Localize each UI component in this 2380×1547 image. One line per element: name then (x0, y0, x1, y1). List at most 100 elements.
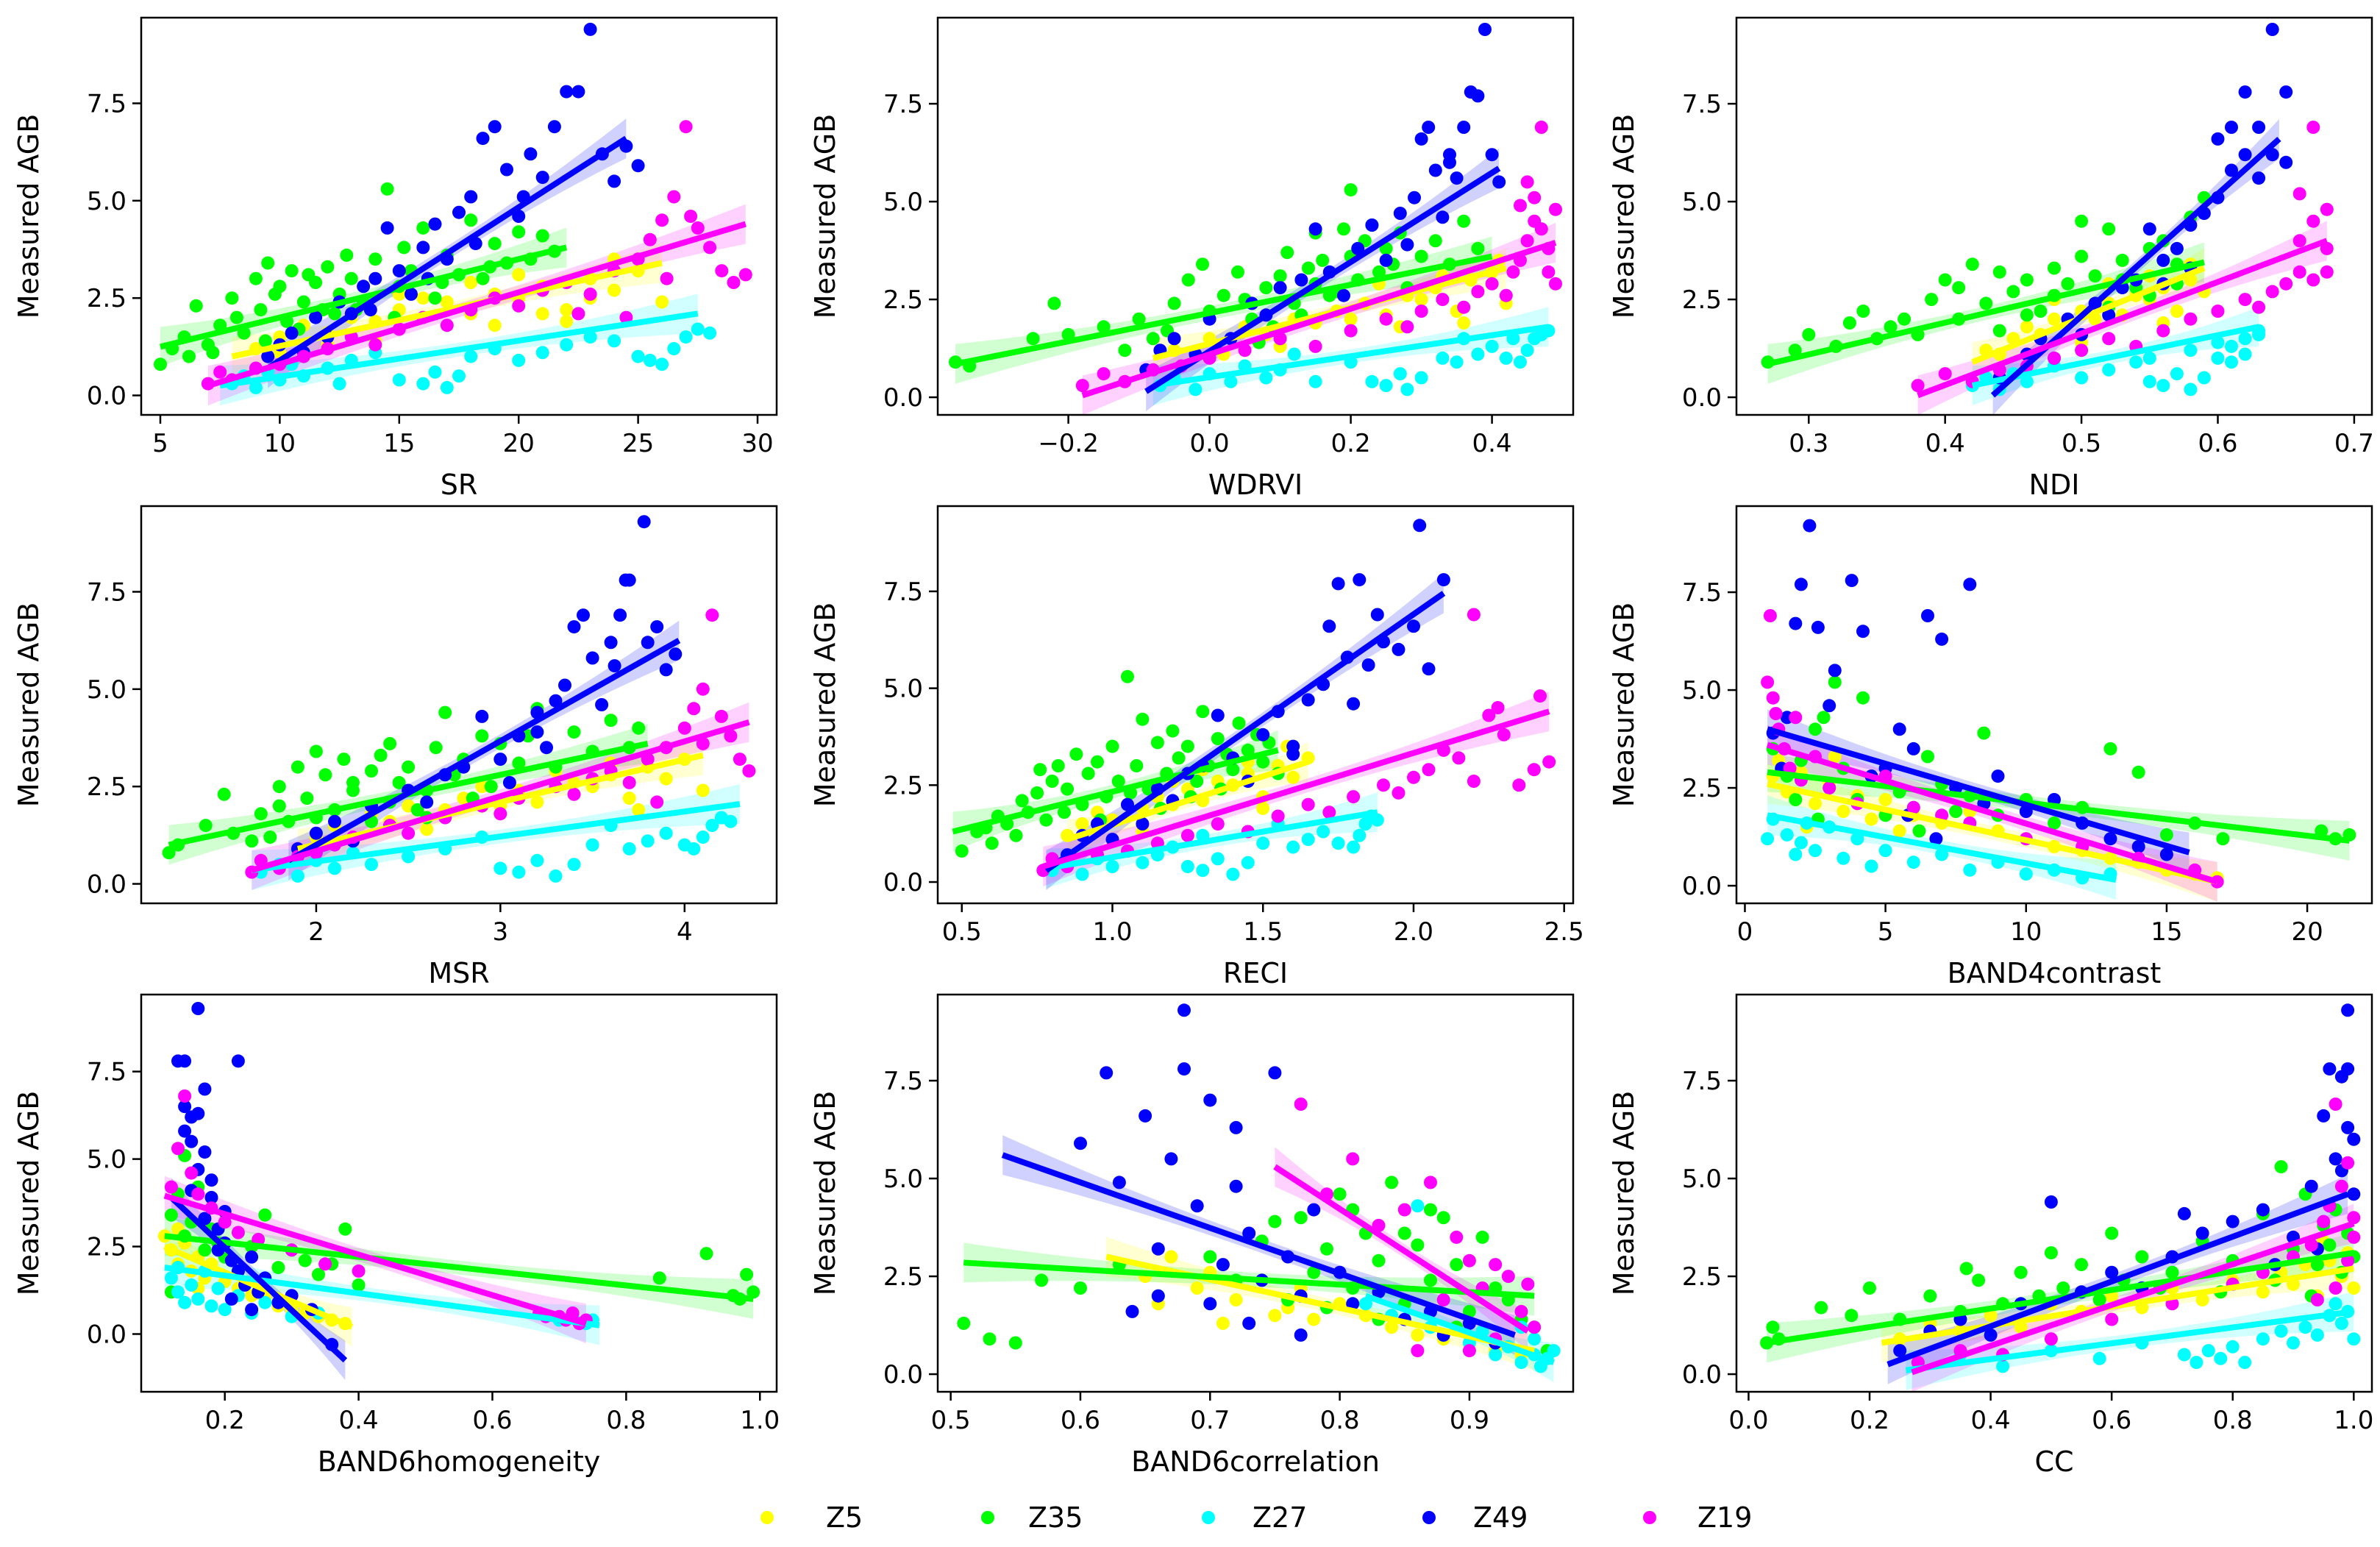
point-z35-ndi (2006, 285, 2020, 299)
point-z5-band6homogeneity (157, 1229, 171, 1243)
legend-item-z49: Z49 (1422, 1501, 1528, 1534)
point-z49-band6correlation (1242, 1316, 1256, 1330)
y-tick-label: 2.5 (87, 1233, 127, 1262)
point-z49-band4contrast (1892, 722, 1906, 736)
plot-area-band4contrast (1761, 519, 2356, 902)
point-z27-ndi (2211, 335, 2225, 349)
point-z35-band6homogeneity (164, 1208, 178, 1222)
point-z19-wdrvi (1520, 175, 1534, 189)
point-z35-ndi (2075, 214, 2089, 228)
point-z19-reci (1422, 763, 1436, 777)
point-z49-ndi (2238, 85, 2252, 99)
y-tick-label: 7.5 (87, 577, 127, 607)
point-z49-sr (608, 174, 621, 188)
point-z49-cc (2044, 1195, 2058, 1209)
point-z35-sr (154, 358, 167, 371)
point-z19-sr (619, 310, 633, 324)
point-z19-ndi (2320, 241, 2334, 255)
fit-line-z27-msr (251, 801, 741, 873)
point-z27-msr (402, 850, 416, 864)
point-z49-reci (1347, 697, 1361, 711)
point-z5-band6correlation (1411, 1328, 1425, 1342)
point-z27-band6homogeneity (258, 1295, 272, 1309)
legend-label-z49: Z49 (1473, 1501, 1528, 1534)
point-z19-reci (1497, 728, 1511, 742)
x-axis-label: RECI (1223, 957, 1288, 989)
axes-frame-cc (1735, 993, 2373, 1393)
point-z35-band4contrast (1912, 824, 1926, 838)
point-z5-band6correlation (1216, 1316, 1230, 1330)
point-z27-msr (585, 838, 599, 852)
axes-frame-sr (140, 16, 778, 416)
point-z49-band6correlation (1100, 1066, 1114, 1080)
point-z49-msr (494, 753, 507, 767)
point-z19-wdrvi (1520, 234, 1534, 248)
fit-line-z49-msr (287, 638, 681, 864)
point-z27-band6homogeneity (191, 1292, 205, 1306)
axes-frame-band4contrast (1735, 505, 2373, 905)
point-z5-sr (464, 276, 478, 289)
point-z5-band6correlation (1268, 1309, 1282, 1323)
point-z27-ndi (2238, 347, 2252, 361)
point-z19-reci (1467, 775, 1481, 788)
point-z49-msr (328, 814, 341, 828)
point-z49-sr (464, 190, 478, 204)
fit-line-z27-reci (1045, 809, 1378, 872)
x-tick-label: 15 (2151, 917, 2182, 947)
point-z19-wdrvi (1471, 285, 1485, 299)
point-z49-msr (650, 620, 664, 634)
x-axis-label: MSR (428, 957, 489, 989)
point-z35-wdrvi (1344, 183, 1358, 197)
point-z19-msr (494, 807, 507, 821)
point-z27-band4contrast (1864, 859, 1878, 873)
point-z35-reci (1091, 755, 1104, 769)
point-z5-reci (1075, 817, 1089, 831)
point-z27-sr (416, 377, 430, 391)
y-tick-label: 5.0 (87, 187, 127, 216)
point-z49-band6correlation (1151, 1242, 1165, 1256)
point-z5-band6correlation (1307, 1312, 1321, 1326)
point-z49-band6correlation (1112, 1176, 1126, 1189)
point-z35-band4contrast (1817, 711, 1831, 725)
point-z49-msr (613, 608, 627, 622)
point-z49-msr (558, 678, 571, 692)
point-z19-band4contrast (1766, 691, 1780, 705)
point-z49-ndi (2211, 132, 2225, 146)
point-z27-band6correlation (1528, 1332, 1542, 1346)
point-z27-band4contrast (1836, 851, 1850, 865)
point-z19-ndi (2292, 187, 2306, 201)
point-z27-band4contrast (1761, 832, 1775, 846)
y-tick-label: 7.5 (1682, 1067, 1722, 1096)
point-z27-reci (1211, 852, 1225, 866)
x-tick-label: 0.2 (1850, 1406, 1889, 1435)
fit-line-z27-band6correlation (1364, 1292, 1555, 1365)
point-z49-wdrvi (1393, 207, 1407, 220)
point-z35-band6correlation (1450, 1258, 1464, 1272)
x-tick-label: −0.2 (1038, 429, 1099, 458)
point-z35-reci (1111, 775, 1125, 788)
point-z27-sr (249, 380, 263, 394)
point-z35-msr (199, 819, 213, 833)
fit-line-z49-band4contrast (1766, 726, 2190, 856)
point-z27-msr (622, 842, 636, 856)
point-z49-band6homogeneity (204, 1173, 218, 1187)
point-z49-sr (261, 349, 275, 363)
point-z49-wdrvi (1408, 191, 1421, 205)
point-z27-ndi (2225, 355, 2238, 369)
point-z35-msr (337, 753, 351, 767)
point-z5-sr (416, 291, 430, 305)
point-z35-band6correlation (1424, 1273, 1437, 1287)
point-z35-band4contrast (2159, 828, 2173, 842)
point-z35-reci (1232, 716, 1246, 730)
point-z35-msr (484, 780, 498, 794)
point-z35-msr (217, 787, 231, 801)
point-z19-reci (1491, 701, 1505, 714)
x-tick-label: 20 (2291, 917, 2323, 947)
point-z27-ndi (2238, 332, 2252, 346)
point-z19-ndi (2279, 277, 2293, 291)
point-z35-reci (955, 844, 969, 858)
point-z27-msr (512, 865, 526, 879)
point-z49-band4contrast (1845, 574, 1859, 588)
point-z27-cc (2201, 1344, 2215, 1358)
